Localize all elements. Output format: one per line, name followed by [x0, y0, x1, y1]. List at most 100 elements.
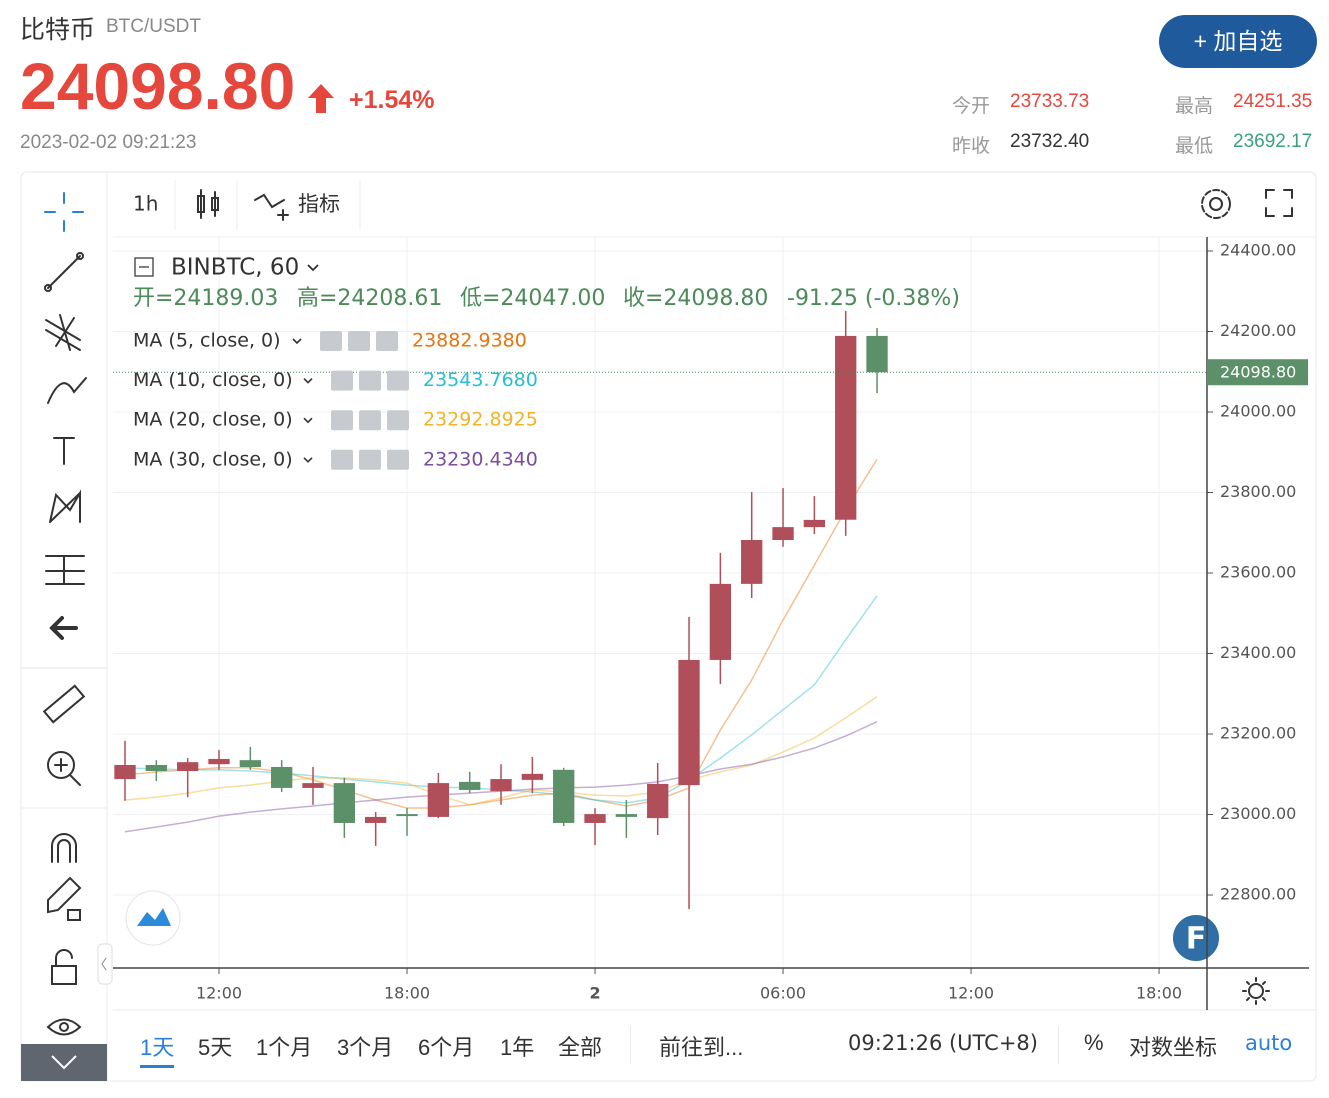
change: +1.54%: [349, 86, 435, 114]
left-toolbar: [20, 192, 113, 1081]
goto[interactable]: 前往到...: [659, 1035, 744, 1060]
candle-body: [678, 659, 700, 786]
y-tick-label: 24000.00: [1220, 402, 1296, 421]
candle-body: [333, 783, 356, 823]
candle-body: [302, 783, 324, 788]
x-tick-label: 06:00: [760, 984, 806, 1003]
candle-body: [208, 758, 230, 765]
badge: [1171, 913, 1221, 963]
separator: [1058, 1026, 1059, 1064]
up-arrow: [308, 84, 334, 113]
panel-border: [20, 171, 1317, 1082]
candle-body: [803, 519, 826, 528]
candle-body: [239, 760, 261, 767]
stat-label: 最高: [1175, 96, 1214, 117]
y-tick-label: 22800.00: [1220, 884, 1296, 903]
y-tick-label: 24200.00: [1220, 321, 1296, 340]
range[interactable]: 全部: [558, 1035, 603, 1060]
x-tick-label: 12:00: [196, 984, 242, 1003]
ma-value: 23230.4340: [423, 448, 538, 470]
candle-body: [145, 764, 167, 772]
ma-control: [359, 449, 381, 470]
candle-body: [459, 781, 481, 790]
x-tick-label: 12:00: [948, 984, 994, 1003]
y-tick-label: 23000.00: [1220, 804, 1296, 823]
y-tick-label: 23400.00: [1220, 643, 1296, 662]
interval[interactable]: 1h: [133, 192, 158, 216]
stat-value: 23732.40: [1010, 131, 1090, 152]
stat-label: 最低: [1175, 136, 1214, 157]
chevron: [303, 378, 313, 384]
candle-body: [772, 527, 794, 540]
y-tick-label: 23600.00: [1220, 562, 1296, 581]
last-price-box: [1207, 359, 1308, 386]
legend-low: 低=24047.00: [460, 286, 605, 311]
ma-control: [359, 370, 381, 391]
ma-value: 23882.9380: [412, 330, 527, 352]
ma-control: [331, 410, 353, 431]
range[interactable]: 1天: [140, 1030, 175, 1068]
add-watchlist-button[interactable]: + 加自选: [1159, 15, 1317, 68]
top-toolbar: [125, 180, 1293, 1005]
stat-label: 今开: [952, 96, 991, 117]
stat-value: 23733.73: [1010, 91, 1090, 112]
candle-body: [584, 814, 606, 823]
chevron: [303, 457, 313, 463]
candle-body: [835, 335, 857, 520]
badge-text: F: [1186, 922, 1207, 957]
candle-body: [615, 814, 638, 817]
ma-control: [376, 331, 398, 351]
ma-value: 23543.7680: [423, 369, 538, 391]
y-tick-label: 23800.00: [1220, 482, 1296, 501]
candle-body: [647, 783, 669, 819]
candle-body: [114, 764, 136, 780]
last-price-label: 24098.80: [1220, 363, 1296, 382]
ma-control: [387, 449, 409, 470]
x-tick-label: 18:00: [1136, 984, 1182, 1003]
candle-body: [427, 783, 450, 817]
candle-body: [521, 773, 544, 780]
range[interactable]: 3个月: [337, 1035, 394, 1060]
percent[interactable]: %: [1084, 1030, 1104, 1055]
candle-body: [741, 539, 763, 584]
legend-open: 开=24189.03: [133, 286, 278, 311]
indicators[interactable]: 指标: [298, 192, 340, 216]
clock: 09:21:26 (UTC+8): [848, 1031, 1038, 1055]
candle-body: [709, 583, 732, 660]
separator: [630, 1026, 631, 1064]
ma-control: [348, 331, 370, 351]
range[interactable]: 6个月: [418, 1035, 475, 1060]
ma-control: [387, 410, 409, 431]
ma-value: 23292.8925: [423, 409, 538, 431]
range[interactable]: 1个月: [256, 1035, 313, 1060]
ma-line: [124, 458, 878, 809]
ma-control: [331, 449, 353, 470]
log-scale[interactable]: 对数坐标: [1129, 1035, 1218, 1060]
chevron: [292, 338, 302, 345]
time: 2023-02-02 09:21:23: [20, 132, 197, 153]
ma-control: [320, 331, 342, 351]
range[interactable]: 1年: [500, 1035, 535, 1060]
candle-body: [553, 769, 575, 823]
stat-label: 昨收: [952, 136, 991, 157]
legend-high: 高=24208.61: [297, 286, 442, 311]
y-tick-label: 24400.00: [1220, 241, 1296, 260]
range[interactable]: 5天: [198, 1035, 233, 1060]
x-tick-label: 2: [589, 984, 600, 1003]
ma-name: MA (30, close, 0): [133, 448, 293, 470]
ma-name: MA (10, close, 0): [133, 369, 293, 391]
stat-value: 24251.35: [1233, 91, 1313, 112]
ma-control: [331, 370, 353, 391]
legend-close: 收=24098.80: [623, 286, 768, 311]
title: 比特币: [20, 16, 96, 44]
plot: [113, 237, 1207, 968]
auto-scale[interactable]: auto: [1245, 1031, 1293, 1055]
ma-name: MA (5, close, 0): [133, 330, 281, 352]
candle-body: [396, 814, 418, 817]
ma-name: MA (20, close, 0): [133, 409, 293, 431]
y-tick-label: 23200.00: [1220, 723, 1296, 742]
symbol: BINBTC, 60: [171, 255, 299, 281]
candle-body: [177, 762, 199, 772]
